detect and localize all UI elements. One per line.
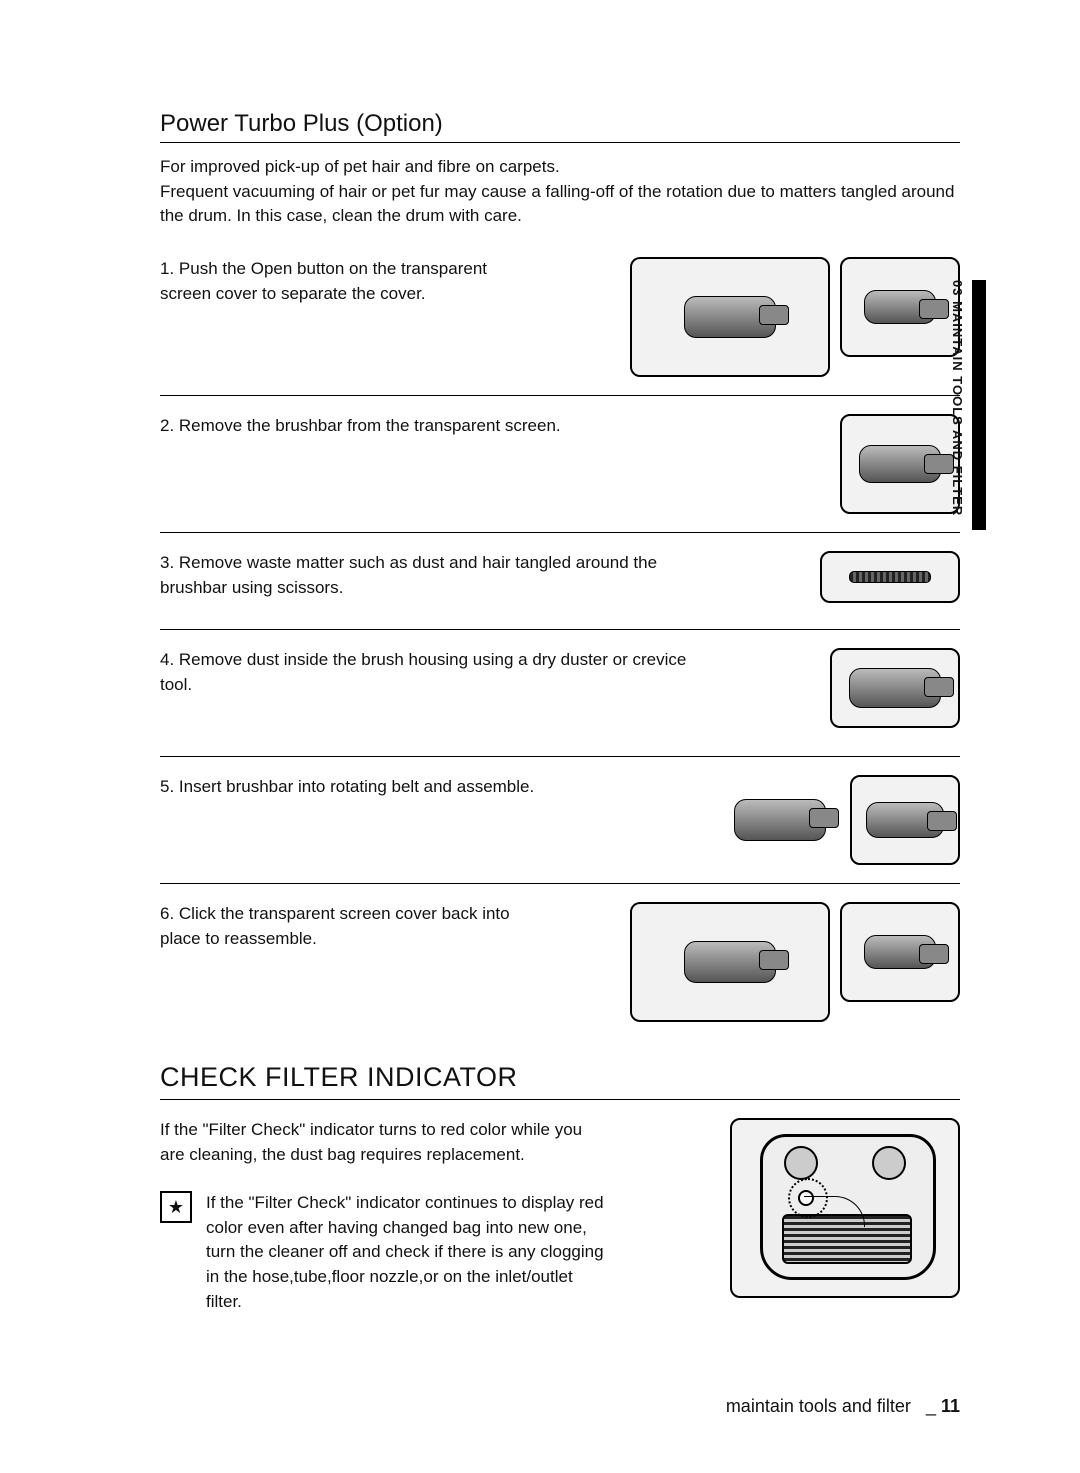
check-filter-heading: CHECK FILTER INDICATOR xyxy=(160,1062,960,1100)
figure-insert-brushbar-b xyxy=(850,775,960,865)
step-5-figures xyxy=(720,775,960,865)
step-6-figures xyxy=(630,902,960,1022)
figure-dust-housing xyxy=(830,648,960,728)
brushbar-icon xyxy=(849,571,931,583)
figure-reassemble xyxy=(630,902,830,1022)
page-footer: maintain tools and filter _ 11 xyxy=(726,1396,960,1417)
step-4: 4. Remove dust inside the brush housing … xyxy=(160,638,960,748)
section-title: Power Turbo Plus (Option) xyxy=(160,110,960,143)
divider xyxy=(160,629,960,630)
side-tab: 03 MAINTAIN TOOLS AND FILTER xyxy=(950,280,972,530)
figure-filter-indicator xyxy=(730,1118,960,1298)
step-4-text: 4. Remove dust inside the brush housing … xyxy=(160,648,720,697)
vacuum-head-icon xyxy=(684,941,776,983)
step-2: 2. Remove the brushbar from the transpar… xyxy=(160,404,960,524)
step-3: 3. Remove waste matter such as dust and … xyxy=(160,541,960,621)
figure-insert-brushbar-a xyxy=(720,775,840,865)
footer-label: maintain tools and filter xyxy=(726,1396,911,1416)
filter-note-row: ★ If the "Filter Check" indicator contin… xyxy=(160,1191,700,1314)
step-6: 6. Click the transparent screen cover ba… xyxy=(160,892,960,1032)
vacuum-head-icon xyxy=(864,935,936,969)
step-5-text: 5. Insert brushbar into rotating belt an… xyxy=(160,775,534,800)
vacuum-head-icon xyxy=(684,296,776,338)
filter-text-column: If the "Filter Check" indicator turns to… xyxy=(160,1118,700,1314)
vacuum-head-icon xyxy=(864,290,936,324)
vacuum-head-icon xyxy=(859,445,941,483)
filter-text-2: If the "Filter Check" indicator continue… xyxy=(206,1191,606,1314)
side-tab-label: 03 MAINTAIN TOOLS AND FILTER xyxy=(950,280,965,516)
filter-section: If the "Filter Check" indicator turns to… xyxy=(160,1118,960,1314)
step-5: 5. Insert brushbar into rotating belt an… xyxy=(160,765,960,875)
step-1: 1. Push the Open button on the transpare… xyxy=(160,247,960,387)
divider xyxy=(160,883,960,884)
filter-text-1: If the "Filter Check" indicator turns to… xyxy=(160,1118,590,1167)
figure-open-detail xyxy=(840,257,960,357)
step-6-text: 6. Click the transparent screen cover ba… xyxy=(160,902,520,951)
step-4-figures xyxy=(830,648,960,728)
footer-page-number: 11 xyxy=(941,1396,960,1416)
step-1-figures xyxy=(630,257,960,377)
divider xyxy=(160,532,960,533)
section-intro: For improved pick-up of pet hair and fib… xyxy=(160,155,960,229)
star-icon: ★ xyxy=(160,1191,192,1223)
vacuum-head-icon xyxy=(866,802,944,838)
step-2-text: 2. Remove the brushbar from the transpar… xyxy=(160,414,561,439)
figure-open-cover xyxy=(630,257,830,377)
step-1-text: 1. Push the Open button on the transpare… xyxy=(160,257,520,306)
manual-page: 03 MAINTAIN TOOLS AND FILTER Power Turbo… xyxy=(0,0,1080,1473)
vacuum-head-icon xyxy=(849,668,941,708)
step-2-figures xyxy=(840,414,960,514)
vacuum-cleaner-icon xyxy=(750,1128,940,1288)
divider xyxy=(160,395,960,396)
figure-scissors-brushbar xyxy=(820,551,960,603)
divider xyxy=(160,756,960,757)
step-3-figures xyxy=(820,551,960,603)
step-3-text: 3. Remove waste matter such as dust and … xyxy=(160,551,700,600)
figure-remove-brushbar xyxy=(840,414,960,514)
footer-sep: _ xyxy=(926,1396,936,1416)
vacuum-head-icon xyxy=(734,799,826,841)
side-tab-marker xyxy=(972,280,986,530)
figure-reassemble-detail xyxy=(840,902,960,1002)
